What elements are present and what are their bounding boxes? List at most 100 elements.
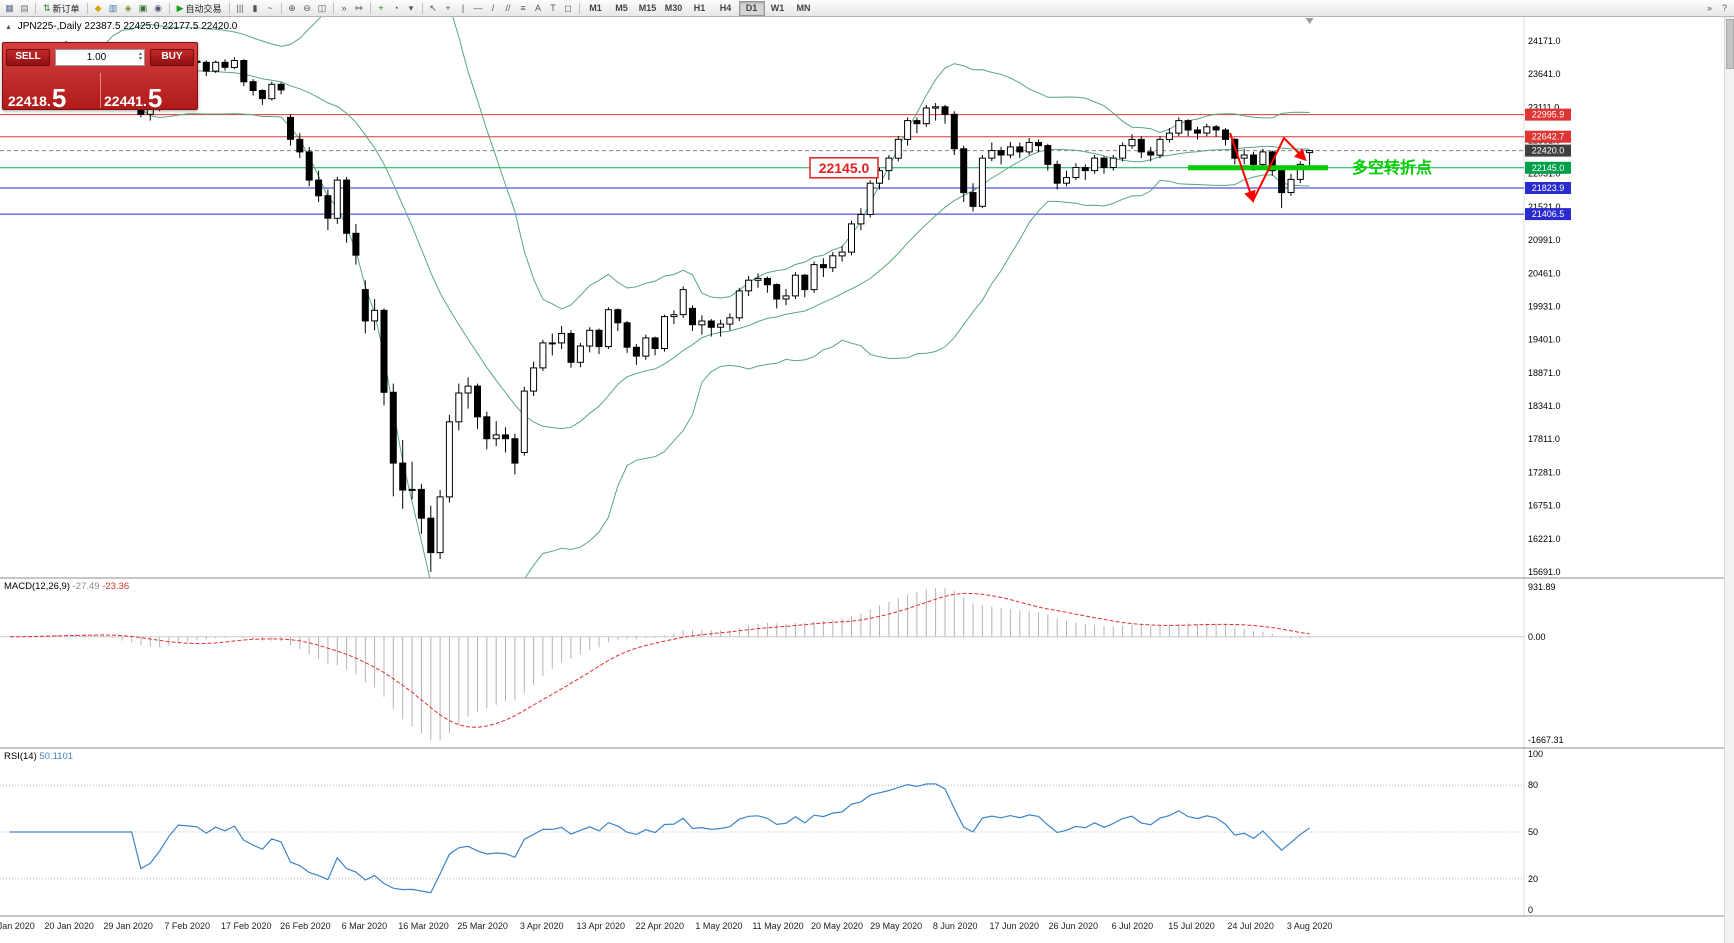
- auto-trading-button[interactable]: ▶ 自动交易: [173, 1, 226, 15]
- rsi-indicator-label: RSI(14) 50.1101: [4, 751, 74, 762]
- text-icon[interactable]: A: [534, 3, 541, 13]
- macd-histogram: [18, 588, 1311, 740]
- timeframe-H1[interactable]: H1: [693, 2, 706, 13]
- timeframe-M5[interactable]: M5: [615, 2, 628, 13]
- svg-text:3 Aug 2020: 3 Aug 2020: [1287, 921, 1333, 931]
- toolbar-overflow-icon[interactable]: »: [1706, 3, 1712, 13]
- rsi-axis-labels: 100 80 50 20 0: [1528, 749, 1543, 915]
- profiles-icon[interactable]: ▤: [20, 3, 29, 13]
- macd-signal-line: [9, 592, 1310, 728]
- auto-scroll-icon[interactable]: »: [341, 3, 347, 13]
- svg-text:23641.0: 23641.0: [1528, 69, 1561, 79]
- navigator-icon[interactable]: ◈: [124, 3, 132, 13]
- svg-text:17 Jun 2020: 17 Jun 2020: [990, 921, 1040, 931]
- bar-chart-icon[interactable]: |||: [236, 3, 244, 13]
- chart-shift-icon[interactable]: ↦: [355, 3, 363, 13]
- svg-text:16751.0: 16751.0: [1528, 501, 1561, 511]
- svg-text:17281.0: 17281.0: [1528, 467, 1561, 477]
- svg-text:11 May 2020: 11 May 2020: [752, 921, 803, 931]
- svg-text:18871.0: 18871.0: [1528, 368, 1561, 378]
- toolbar-separator: [86, 2, 88, 14]
- toolbar-separator: [228, 2, 230, 14]
- svg-text:21406.5: 21406.5: [1532, 209, 1565, 219]
- svg-text:29 Jan 2020: 29 Jan 2020: [103, 921, 153, 931]
- timeframe-M1[interactable]: M1: [589, 2, 602, 13]
- toolbar-separator: [578, 2, 580, 14]
- market-watch-icon[interactable]: ◆: [94, 3, 102, 13]
- line-chart-icon[interactable]: ~: [267, 3, 273, 13]
- crosshair-icon[interactable]: +: [445, 3, 451, 13]
- svg-text:24171.0: 24171.0: [1528, 36, 1561, 46]
- zoom-in-icon[interactable]: ⊕: [288, 3, 296, 13]
- new-order-button[interactable]: ⇅ 新订单: [39, 1, 84, 15]
- svg-text:100: 100: [1528, 749, 1543, 759]
- scrollbar-thumb[interactable]: [1726, 19, 1734, 69]
- vertical-scrollbar[interactable]: [1724, 16, 1734, 943]
- svg-text:22420.0: 22420.0: [1532, 146, 1565, 156]
- trendline-icon[interactable]: /: [491, 3, 495, 13]
- svg-text:19931.0: 19931.0: [1528, 302, 1561, 312]
- svg-text:16221.0: 16221.0: [1528, 534, 1561, 544]
- date-axis: 10 Jan 2020 20 Jan 2020 29 Jan 2020 7 Feb 2…: [0, 921, 1332, 931]
- horizontal-levels[interactable]: [0, 114, 1524, 215]
- toolbar-separator: [332, 2, 334, 14]
- svg-text:22 Apr 2020: 22 Apr 2020: [636, 921, 685, 931]
- timeframe-MN[interactable]: MN: [796, 2, 811, 13]
- svg-text:1 May 2020: 1 May 2020: [695, 921, 742, 931]
- channel-icon[interactable]: //: [505, 3, 511, 13]
- templates-icon[interactable]: ▾: [408, 3, 414, 13]
- svg-text:15691.0: 15691.0: [1528, 567, 1561, 577]
- volume-input[interactable]: [56, 51, 138, 63]
- volume-up-icon[interactable]: ▲: [138, 51, 143, 57]
- timeframe-W1[interactable]: W1: [770, 2, 785, 13]
- rsi-line: [10, 783, 1310, 894]
- bollinger-bands: [37, 16, 1310, 578]
- svg-text:22145.0: 22145.0: [1532, 163, 1565, 173]
- quote-bar: ▲ JPN225-,Daily 22387.5 22425.0 22177.5 …: [5, 21, 237, 32]
- data-window-icon[interactable]: ▥: [108, 3, 118, 13]
- new-order-button-label: 新订单: [52, 3, 80, 14]
- zoom-out-icon[interactable]: ⊖: [303, 3, 311, 13]
- label-icon[interactable]: T: [550, 3, 556, 13]
- auto-trading-button-label: 自动交易: [185, 3, 222, 14]
- timeframe-M15[interactable]: M15: [638, 2, 657, 13]
- fibonacci-icon[interactable]: ≡: [520, 3, 526, 13]
- terminal-icon[interactable]: ▣: [138, 3, 148, 13]
- volume-input-wrap: ▲ ▼: [55, 48, 145, 66]
- new-order-button-icon: ⇅: [43, 2, 51, 13]
- one-click-collapse-icon[interactable]: ▲: [5, 24, 12, 31]
- bid-ask-display: 22418. 5 22441. 5: [3, 68, 197, 113]
- svg-text:931.89: 931.89: [1528, 582, 1556, 592]
- sell-button[interactable]: SELL: [6, 48, 50, 66]
- shapes-icon[interactable]: ◻: [564, 3, 572, 13]
- help-icon[interactable]: ?: [1721, 3, 1727, 13]
- periods-icon[interactable]: ◔: [393, 3, 399, 13]
- forecast-arrow-down: [1229, 132, 1256, 203]
- indicators-icon[interactable]: +: [378, 3, 384, 13]
- buy-button[interactable]: BUY: [150, 48, 194, 66]
- svg-text:20991.0: 20991.0: [1528, 235, 1561, 245]
- svg-text:17 Feb 2020: 17 Feb 2020: [221, 921, 272, 931]
- svg-text:-1667.31: -1667.31: [1528, 735, 1564, 745]
- strategy-tester-icon[interactable]: ◉: [154, 3, 162, 13]
- candlestick-chart-icon[interactable]: ▮: [252, 3, 258, 13]
- timeframe-M30[interactable]: M30: [664, 2, 683, 13]
- horizontal-line-icon[interactable]: —: [473, 3, 483, 13]
- svg-text:16 Mar 2020: 16 Mar 2020: [398, 921, 449, 931]
- tile-windows-icon[interactable]: ◫: [317, 3, 327, 13]
- timeframe-D1[interactable]: D1: [738, 0, 765, 16]
- chart-shift-marker[interactable]: [1305, 18, 1314, 24]
- new-chart-icon[interactable]: ▦: [5, 3, 14, 13]
- macd-indicator-label: MACD(12,26,9) -27.49 -23.36: [4, 581, 130, 592]
- timeframe-H4[interactable]: H4: [719, 2, 732, 13]
- symbol-period-label: JPN225-,Daily: [17, 21, 82, 32]
- auto-trading-button-icon: ▶: [176, 2, 184, 13]
- forecast-arrow-up: [1252, 136, 1307, 202]
- svg-text:0: 0: [1528, 905, 1533, 915]
- cursor-icon[interactable]: ↖: [429, 3, 437, 13]
- vertical-line-icon[interactable]: |: [461, 3, 465, 13]
- toolbar-separator: [369, 2, 371, 14]
- volume-down-icon[interactable]: ▼: [138, 56, 143, 62]
